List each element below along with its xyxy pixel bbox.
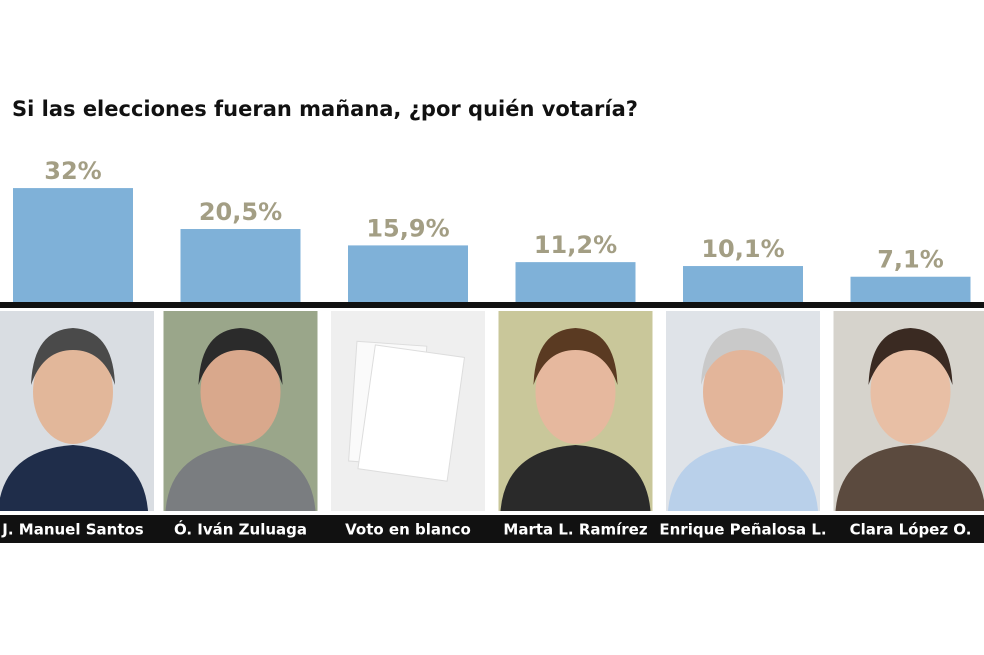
photo-hair xyxy=(198,328,283,385)
photo-face xyxy=(33,340,113,444)
bar xyxy=(348,245,468,302)
photo-face xyxy=(535,340,616,444)
photo-body xyxy=(668,445,818,511)
photo-body xyxy=(165,445,316,511)
photo-body xyxy=(0,445,148,511)
bar xyxy=(13,188,133,302)
bar xyxy=(515,262,636,302)
category-label: Marta L. Ramírez xyxy=(503,521,647,539)
bar xyxy=(850,276,971,302)
value-label: 10,1% xyxy=(701,235,784,263)
bar xyxy=(683,266,803,302)
photos xyxy=(0,311,984,511)
photo-face xyxy=(200,340,281,444)
category-label: Enrique Peñalosa L. xyxy=(659,521,826,539)
photo-hair xyxy=(533,328,618,385)
name-strip xyxy=(0,515,984,543)
value-label: 20,5% xyxy=(199,198,282,226)
category-label: Ó. Iván Zuluaga xyxy=(174,520,307,539)
photo-body xyxy=(500,445,651,511)
photo-body xyxy=(835,445,984,511)
category-label: Voto en blanco xyxy=(345,521,471,539)
paper xyxy=(357,344,466,482)
value-label: 32% xyxy=(44,157,101,185)
photo-hair xyxy=(868,328,953,385)
chart-title: Si las elecciones fueran mañana, ¿por qu… xyxy=(12,97,638,121)
value-label: 11,2% xyxy=(534,231,617,259)
category-label: Clara López O. xyxy=(850,521,972,539)
photo-face xyxy=(870,340,951,444)
category-label: J. Manuel Santos xyxy=(1,521,144,539)
baseline xyxy=(0,302,984,308)
photo-face xyxy=(703,340,783,444)
photo-hair xyxy=(701,328,785,385)
value-label: 7,1% xyxy=(877,246,944,274)
photo-hair xyxy=(31,328,115,385)
bar xyxy=(180,229,301,302)
value-label: 15,9% xyxy=(366,214,449,242)
